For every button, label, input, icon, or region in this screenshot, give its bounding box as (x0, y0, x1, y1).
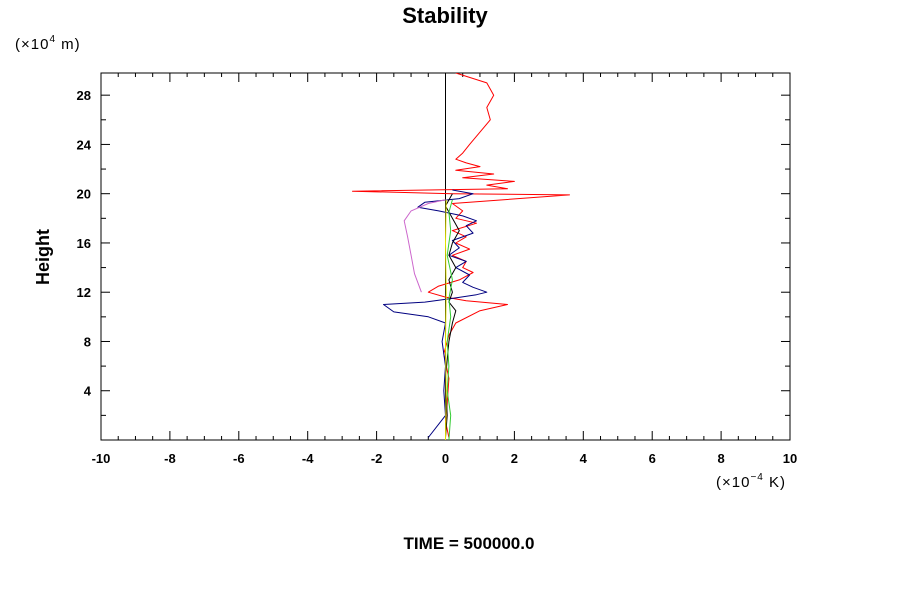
series-navy-line (383, 189, 488, 438)
x-unit-label: (×10−4 K) (716, 472, 786, 491)
series-green-line (446, 199, 453, 440)
x-tick-label: 10 (783, 451, 797, 466)
series-violet-line (403, 199, 446, 293)
time-footer: TIME = 500000.0 (404, 534, 535, 553)
x-tick-label: 4 (580, 451, 588, 466)
x-tick-label: -6 (233, 451, 245, 466)
x-tick-label: 0 (442, 451, 449, 466)
y-tick-label: 24 (77, 137, 92, 152)
y-tick-label: 4 (84, 384, 92, 399)
y-tick-label: 20 (77, 187, 91, 202)
x-tick-label: 6 (649, 451, 656, 466)
y-tick-label: 28 (77, 88, 91, 103)
x-tick-label: -8 (164, 451, 176, 466)
x-tick-label: -2 (371, 451, 383, 466)
x-tick-label: -4 (302, 451, 314, 466)
x-tick-label: 8 (717, 451, 724, 466)
series-black-line (445, 193, 460, 438)
x-tick-label: -10 (92, 451, 111, 466)
series-yellow-line (445, 199, 447, 440)
y-tick-label: 8 (84, 334, 91, 349)
series-red-line (352, 73, 570, 438)
chart-title: Stability (402, 3, 488, 28)
y-tick-label: 16 (77, 236, 91, 251)
x-tick-label: 2 (511, 451, 518, 466)
y-unit-label: (×104 m) (15, 34, 81, 53)
y-axis-label: Height (33, 229, 53, 285)
y-tick-label: 12 (77, 285, 91, 300)
